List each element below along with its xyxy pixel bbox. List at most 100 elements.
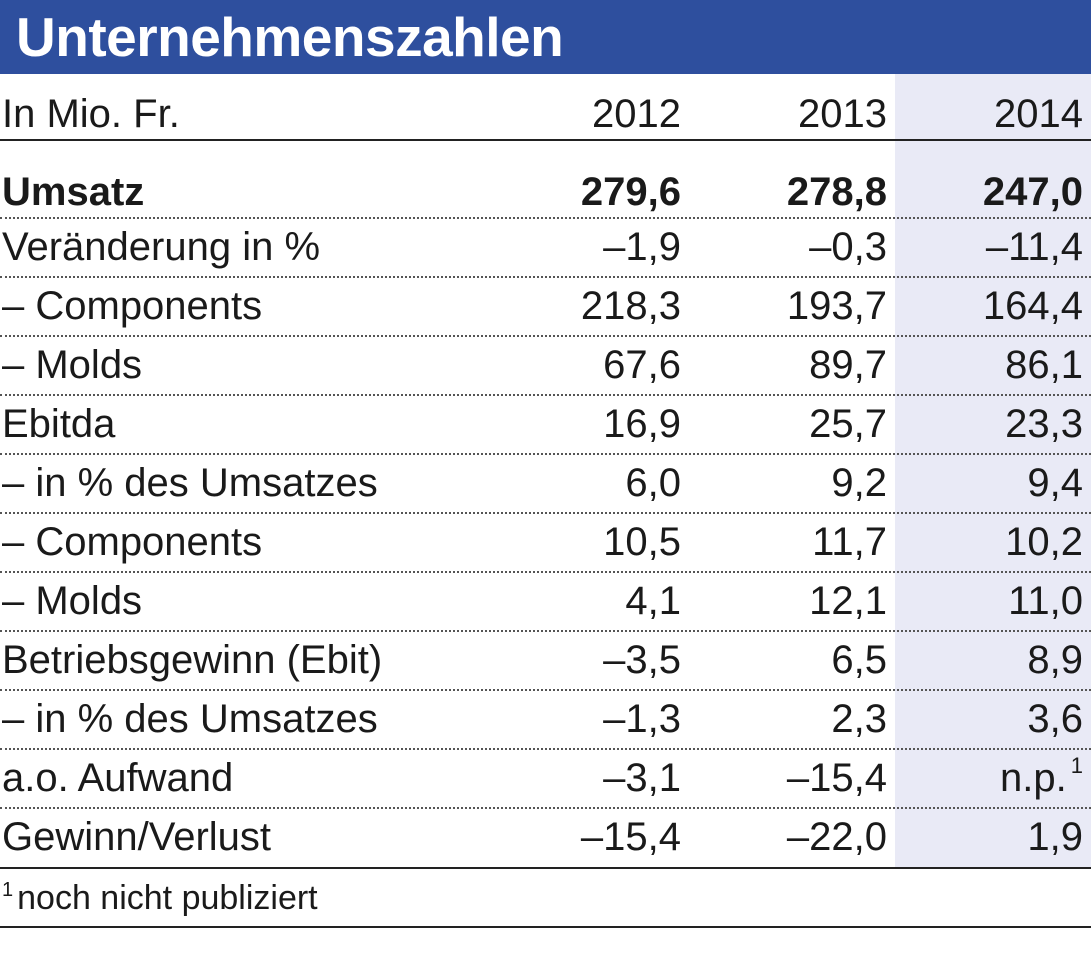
table-row: – Molds 67,6 89,7 86,1 <box>0 336 1091 395</box>
header-row: In Mio. Fr. 2012 2013 2014 <box>0 74 1091 140</box>
cell-value: 89,7 <box>809 343 887 387</box>
row-divider <box>0 394 1091 396</box>
cell-value: –1,3 <box>603 697 681 741</box>
value-cell-2014: 23,3 <box>1005 395 1083 454</box>
value-cell-2012: –15,4 <box>581 808 681 867</box>
table-row: Betriebsgewinn (Ebit) –3,5 6,5 8,9 <box>0 631 1091 690</box>
row-label: – Molds <box>2 579 143 623</box>
cell-value: 193,7 <box>786 284 887 328</box>
value-cell-2012: –3,1 <box>603 749 681 808</box>
value-cell-2012: 10,5 <box>603 513 681 572</box>
value-cell-2014: 9,4 <box>1027 454 1083 513</box>
cell-value: 11,7 <box>812 520 887 564</box>
value-cell-2013: 9,2 <box>831 454 887 513</box>
cell-value: 12,1 <box>809 579 887 623</box>
value-cell-2012: –1,9 <box>603 218 681 277</box>
value-cell-2012: 6,0 <box>625 454 681 513</box>
row-divider <box>0 807 1091 809</box>
value-cell-2013: –15,4 <box>787 749 887 808</box>
table-row: Ebitda 16,9 25,7 23,3 <box>0 395 1091 454</box>
value-cell-2014: 1,9 <box>1027 808 1083 867</box>
row-label: Umsatz <box>2 170 145 214</box>
table-row: – in % des Umsatzes 6,0 9,2 9,4 <box>0 454 1091 513</box>
cell-value: –3,1 <box>603 756 681 800</box>
cell-value: 279,6 <box>580 170 681 214</box>
value-cell-2012: 4,1 <box>625 572 681 631</box>
table-row: – Molds 4,1 12,1 11,0 <box>0 572 1091 631</box>
value-cell-2012: 218,3 <box>581 277 681 336</box>
cell-value: n.p. <box>1000 756 1067 800</box>
cell-value: 1,9 <box>1027 815 1083 859</box>
footnote-text: noch nicht publiziert <box>17 879 318 917</box>
cell-value: 4,1 <box>625 579 681 623</box>
value-cell-2013: 6,5 <box>831 631 887 690</box>
bottom-rule <box>0 867 1091 869</box>
table-body: Umsatz 279,6 278,8 247,0 Veränderung in % –1,… <box>0 140 1091 867</box>
table-row: – in % des Umsatzes –1,3 2,3 3,6 <box>0 690 1091 749</box>
value-cell-2014: 10,2 <box>1005 513 1083 572</box>
value-cell-2013: –0,3 <box>809 218 887 277</box>
footnote-mark: 1 <box>2 879 14 901</box>
row-divider <box>0 630 1091 632</box>
cell-value: 9,2 <box>831 461 887 505</box>
value-cell-2012: 16,9 <box>603 395 681 454</box>
row-divider <box>0 689 1091 691</box>
value-cell-2013: 11,7 <box>812 513 887 572</box>
row-divider <box>0 335 1091 337</box>
value-cell-2014: 247,0 <box>983 140 1083 244</box>
cell-value: 3,6 <box>1027 697 1083 741</box>
value-cell-2014: n.p. 1 <box>1000 749 1083 808</box>
row-label: Ebitda <box>2 402 116 446</box>
value-cell-2012: 279,6 <box>581 140 681 244</box>
row-label: Veränderung in % <box>2 225 321 269</box>
row-divider <box>0 748 1091 750</box>
unit-label: In Mio. Fr. <box>2 92 180 136</box>
value-cell-2013: 25,7 <box>809 395 887 454</box>
row-label: – in % des Umsatzes <box>2 461 378 505</box>
table-row: Gewinn/Verlust –15,4 –22,0 1,9 <box>0 808 1091 867</box>
footnote-reference: 1 <box>1070 753 1083 778</box>
value-cell-2012: 67,6 <box>603 336 681 395</box>
cell-value: 247,0 <box>982 170 1083 214</box>
footnote: 1 noch nicht publiziert <box>2 869 318 927</box>
cell-value: 11,0 <box>1008 579 1083 623</box>
value-cell-2013: 193,7 <box>787 277 887 336</box>
value-cell-2014: –11,4 <box>986 218 1083 277</box>
value-cell-2014: 3,6 <box>1027 690 1083 749</box>
table-row: Umsatz 279,6 278,8 247,0 <box>0 140 1091 218</box>
cell-value: 6,5 <box>831 638 887 682</box>
value-cell-2013: 12,1 <box>809 572 887 631</box>
table-title: Unternehmenszahlen <box>0 0 1091 74</box>
value-cell-2013: 2,3 <box>831 690 887 749</box>
value-cell-2013: –22,0 <box>787 808 887 867</box>
cell-value: 67,6 <box>603 343 681 387</box>
row-divider <box>0 571 1091 573</box>
highlight-column-2014 <box>895 74 1091 869</box>
row-divider <box>0 276 1091 278</box>
value-cell-2014: 8,9 <box>1027 631 1083 690</box>
row-label: Gewinn/Verlust <box>2 815 272 859</box>
table-row: a.o. Aufwand –3,1 –15,4 n.p. 1 <box>0 749 1091 808</box>
value-cell-2014: 11,0 <box>1008 572 1083 631</box>
cell-value: 2,3 <box>831 697 887 741</box>
value-cell-2014: 164,4 <box>983 277 1083 336</box>
financial-table: In Mio. Fr. 2012 2013 2014 Umsatz 279,6 27… <box>0 74 1091 867</box>
column-header-2014: 2014 <box>994 92 1083 136</box>
row-label: – Components <box>2 520 263 564</box>
table-row: – Components 10,5 11,7 10,2 <box>0 513 1091 572</box>
cell-value: –15,4 <box>580 815 681 859</box>
value-cell-2012: –1,3 <box>603 690 681 749</box>
row-label: – Molds <box>2 343 143 387</box>
row-label: a.o. Aufwand <box>2 756 234 800</box>
row-label: Betriebsgewinn (Ebit) <box>2 638 383 682</box>
row-divider <box>0 512 1091 514</box>
row-label: – Components <box>2 284 263 328</box>
footnote-rule <box>0 926 1091 928</box>
cell-value: 86,1 <box>1005 343 1083 387</box>
cell-value: 164,4 <box>982 284 1083 328</box>
value-cell-2012: –3,5 <box>603 631 681 690</box>
cell-value: –1,9 <box>603 225 681 269</box>
cell-value: –22,0 <box>786 815 887 859</box>
value-cell-2014: 86,1 <box>1005 336 1083 395</box>
cell-value: –11,4 <box>985 225 1083 269</box>
